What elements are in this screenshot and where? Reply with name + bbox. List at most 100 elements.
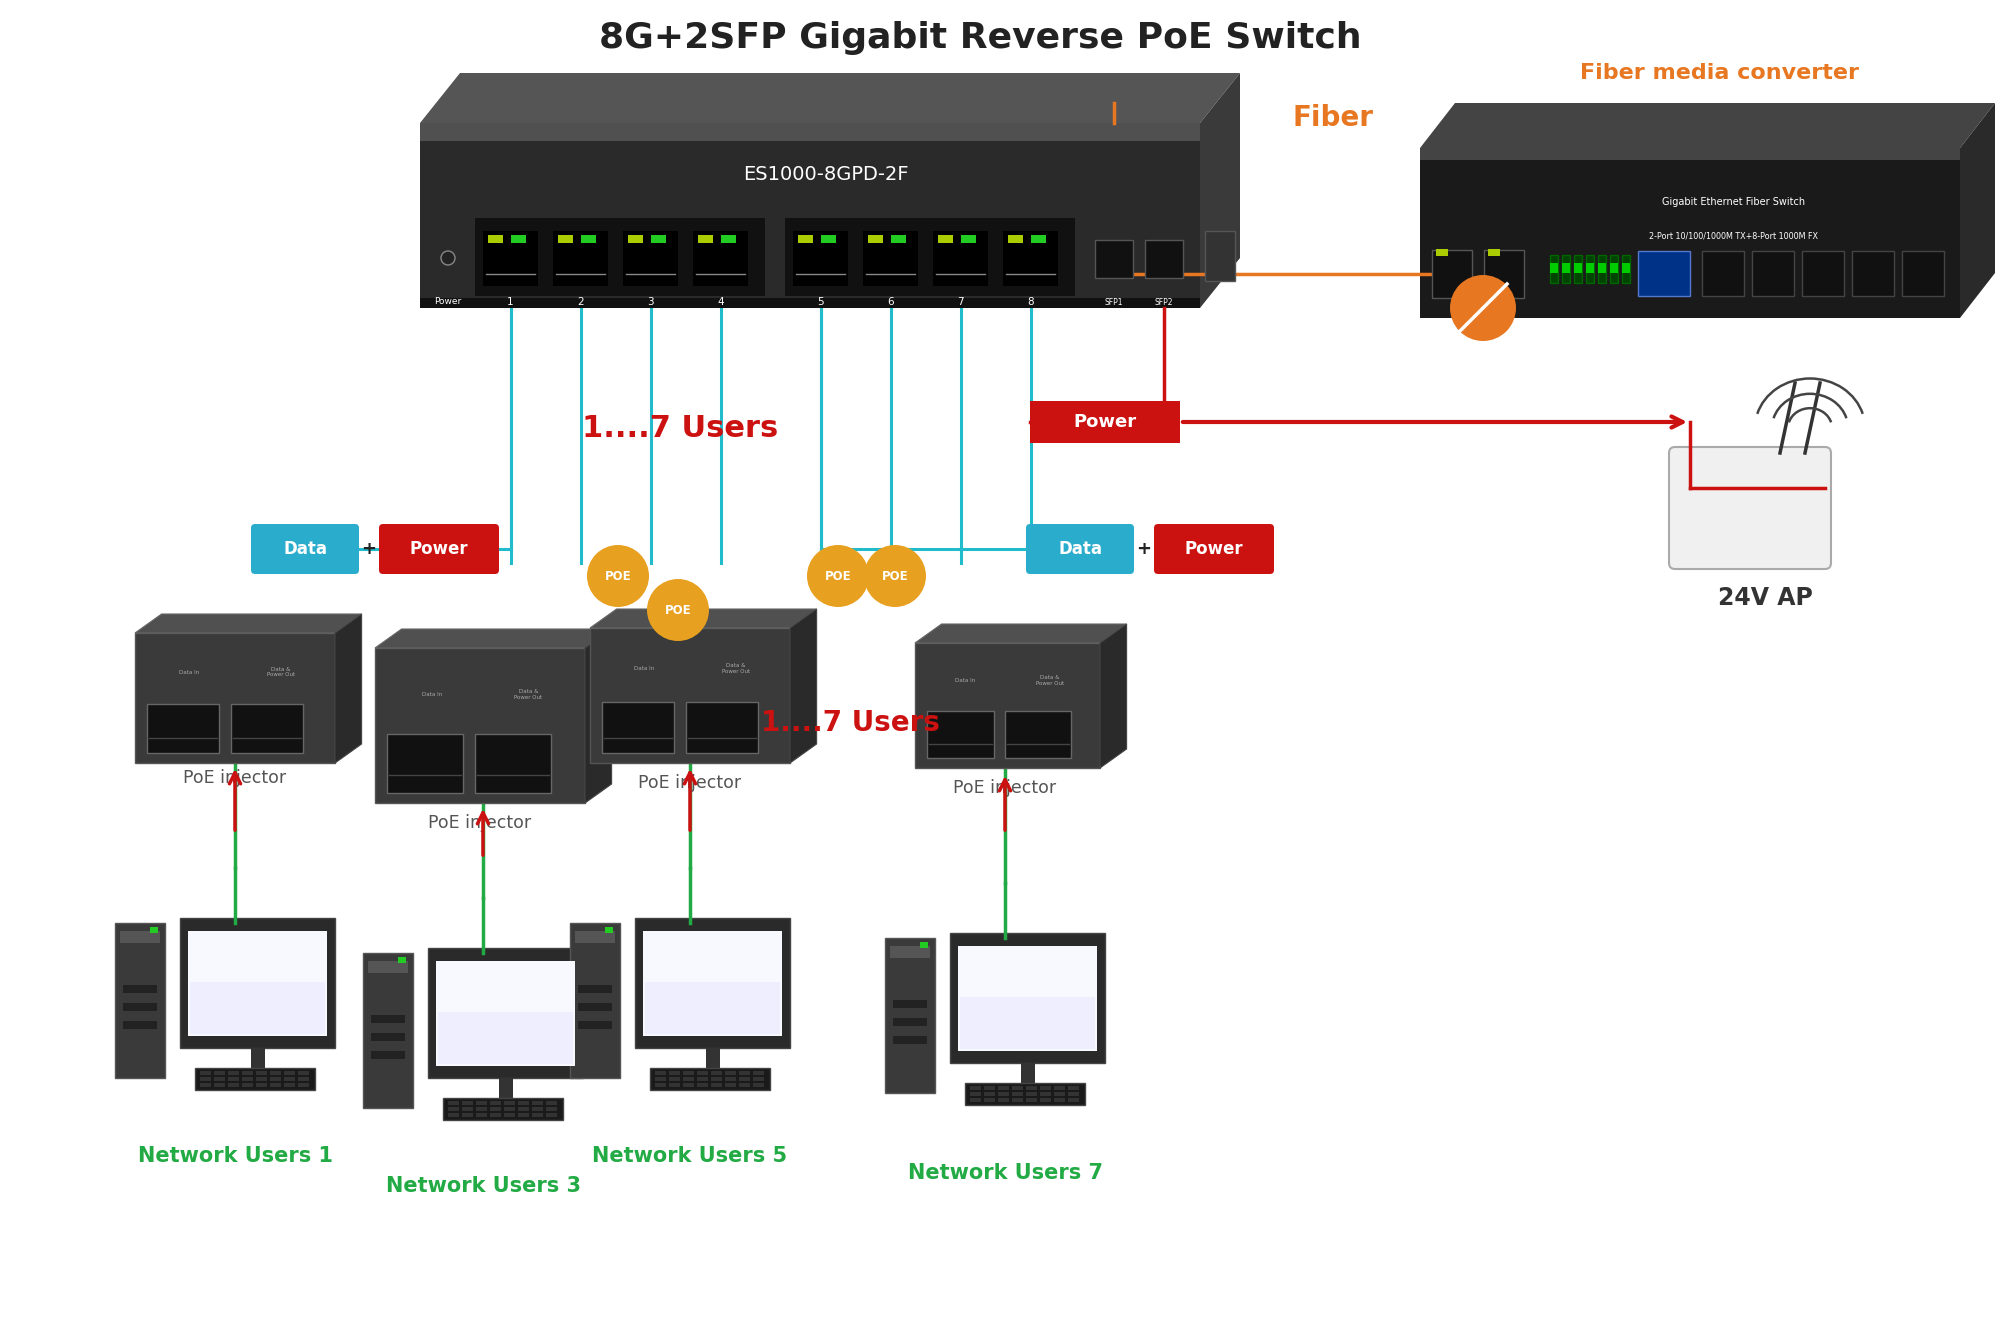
Bar — [436, 961, 576, 1066]
Bar — [1550, 256, 1558, 284]
Bar — [476, 1107, 488, 1111]
Bar — [1054, 1092, 1064, 1096]
Bar — [518, 1101, 530, 1105]
Bar — [476, 735, 550, 793]
Bar — [962, 235, 976, 244]
Bar — [476, 1113, 488, 1117]
Bar — [546, 1113, 558, 1117]
Bar — [250, 1048, 264, 1070]
Text: Data In: Data In — [634, 666, 654, 670]
Bar — [644, 931, 782, 1036]
Bar — [1420, 149, 1960, 161]
Bar — [1026, 1092, 1038, 1096]
Bar — [1610, 256, 1618, 284]
Text: +: + — [362, 541, 376, 558]
Bar — [1040, 1092, 1052, 1096]
Circle shape — [442, 252, 456, 265]
Bar — [148, 704, 220, 753]
Bar — [1488, 249, 1500, 256]
Bar — [1436, 249, 1448, 256]
Text: Network Users 5: Network Users 5 — [592, 1147, 788, 1165]
Bar — [1068, 1086, 1080, 1090]
Bar — [938, 235, 954, 244]
Bar — [298, 1070, 310, 1074]
Bar — [590, 628, 790, 763]
Bar — [200, 1082, 212, 1086]
Bar — [546, 1107, 558, 1111]
Bar — [652, 235, 666, 244]
Text: SFP2: SFP2 — [1154, 297, 1174, 306]
Text: PoE injector: PoE injector — [184, 769, 286, 787]
Bar — [298, 1082, 310, 1086]
Polygon shape — [1960, 103, 1996, 318]
Bar — [1008, 235, 1024, 244]
Text: 1: 1 — [508, 297, 514, 306]
Bar — [136, 633, 336, 763]
Bar — [120, 931, 160, 943]
Text: 2: 2 — [578, 297, 584, 306]
Text: Power: Power — [1074, 413, 1136, 431]
Text: Network Users 1: Network Users 1 — [138, 1147, 332, 1165]
Bar — [894, 1036, 928, 1044]
Text: +: + — [1136, 541, 1152, 558]
Bar — [420, 123, 1200, 140]
Bar — [606, 927, 614, 933]
Text: 3: 3 — [648, 297, 654, 306]
Bar — [504, 1101, 516, 1105]
Bar — [256, 1070, 268, 1074]
Bar — [1204, 231, 1236, 281]
Bar — [420, 123, 1200, 308]
Bar — [684, 1082, 694, 1086]
Bar — [1550, 264, 1558, 273]
Bar — [558, 235, 574, 244]
Bar — [284, 1082, 296, 1086]
Polygon shape — [590, 609, 816, 628]
Bar — [372, 1050, 406, 1058]
Bar — [970, 1098, 982, 1103]
Bar — [284, 1070, 296, 1074]
Bar — [578, 985, 612, 993]
Bar — [726, 1077, 736, 1081]
Text: Network Users 7: Network Users 7 — [908, 1163, 1102, 1183]
Bar — [684, 1070, 694, 1074]
Bar — [1638, 252, 1690, 296]
Polygon shape — [1200, 74, 1240, 308]
Bar — [1054, 1098, 1064, 1103]
Bar — [698, 1070, 708, 1074]
Bar — [754, 1082, 764, 1086]
Polygon shape — [1100, 624, 1126, 768]
Polygon shape — [336, 614, 362, 763]
Text: 8G+2SFP Gigabit Reverse PoE Switch: 8G+2SFP Gigabit Reverse PoE Switch — [598, 21, 1362, 55]
Bar — [740, 1077, 750, 1081]
Bar — [1586, 264, 1594, 273]
Bar — [868, 235, 884, 244]
Polygon shape — [1420, 103, 1996, 149]
Bar — [1702, 252, 1744, 296]
Bar — [1484, 250, 1524, 298]
Bar — [740, 1070, 750, 1074]
Bar — [444, 1098, 564, 1120]
Bar — [228, 1077, 240, 1081]
Bar — [372, 1033, 406, 1041]
Bar — [1852, 252, 1894, 296]
Bar — [970, 1086, 982, 1090]
Bar — [484, 231, 538, 286]
Bar — [490, 1107, 502, 1111]
Bar — [1040, 1086, 1052, 1090]
Bar — [656, 1082, 666, 1086]
Bar — [650, 1068, 770, 1090]
Text: Power: Power — [434, 297, 462, 305]
Bar — [740, 1082, 750, 1086]
Bar — [376, 648, 586, 803]
Text: 8: 8 — [1028, 297, 1034, 306]
Bar — [462, 1107, 474, 1111]
Bar — [1432, 250, 1472, 298]
Bar — [462, 1101, 474, 1105]
Bar — [242, 1077, 254, 1081]
Bar — [1068, 1098, 1080, 1103]
Bar — [1004, 231, 1058, 286]
Bar — [892, 235, 906, 244]
FancyBboxPatch shape — [1026, 524, 1134, 574]
Bar — [546, 1101, 558, 1105]
Bar — [1144, 240, 1184, 278]
